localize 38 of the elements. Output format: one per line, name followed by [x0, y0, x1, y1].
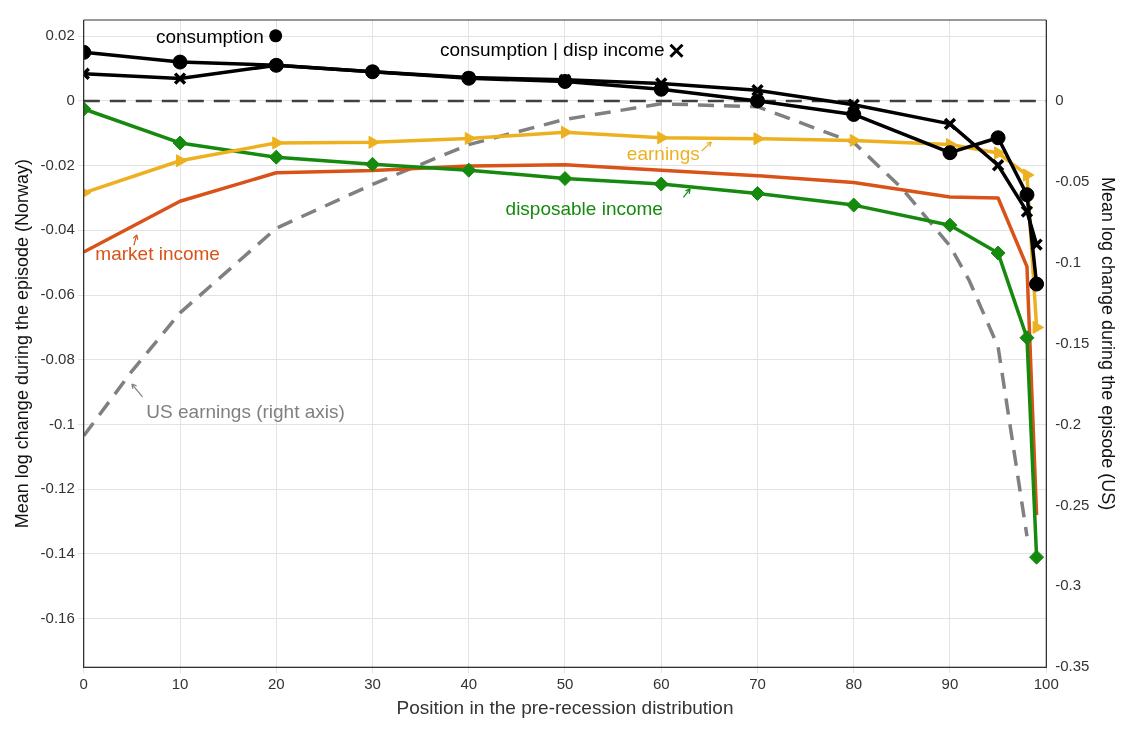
y2-tick-label: -0.05 [1055, 171, 1090, 189]
x-tick-label: 90 [941, 675, 959, 693]
x-tick-label: 80 [845, 675, 863, 693]
y-tick-label: -0.04 [40, 220, 75, 238]
x-tick-label: 30 [364, 675, 381, 693]
x-tick-label: 100 [1033, 675, 1059, 693]
y-tick-label: -0.1 [48, 414, 75, 432]
x-tick-label: 70 [749, 675, 766, 693]
y2-tick-label: -0.15 [1055, 333, 1090, 351]
legend-label: consumption | disp income [439, 38, 665, 60]
y2-tick-label: -0.2 [1055, 414, 1082, 432]
series-label: market income [95, 242, 220, 264]
y-tick-label: -0.14 [40, 544, 75, 562]
y2-tick-label: 0 [1055, 91, 1064, 109]
y-tick-label: 0.02 [45, 26, 75, 44]
series-label: disposable income [505, 197, 663, 219]
y2-tick-label: -0.35 [1055, 657, 1090, 675]
y-tick-label: 0 [66, 91, 75, 109]
y-tick-label: -0.08 [40, 349, 75, 367]
y-tick-label: -0.16 [40, 608, 75, 626]
x-tick-label: 60 [652, 675, 670, 693]
x-axis-title: Position in the pre-recession distribution [396, 696, 734, 718]
y2-axis-title: Mean log change during the episode (US) [1098, 176, 1119, 511]
y-tick-label: -0.06 [40, 285, 75, 303]
x-tick-label: 20 [267, 675, 285, 693]
y2-tick-label: -0.1 [1055, 252, 1082, 270]
legend-label: earnings [626, 142, 700, 164]
y2-tick-label: -0.3 [1055, 576, 1082, 594]
y-tick-label: -0.02 [40, 155, 75, 173]
y-tick-label: -0.12 [40, 479, 75, 497]
y2-tick-label: -0.25 [1055, 495, 1090, 513]
x-tick-label: 50 [556, 675, 574, 693]
y-axis-title: Mean log change during the episode (Norway) [11, 158, 32, 529]
x-tick-label: 10 [171, 675, 189, 693]
x-tick-label: 0 [79, 675, 88, 693]
x-tick-label: 40 [460, 675, 478, 693]
legend-label: consumption [155, 26, 264, 48]
series-label: US earnings (right axis) [146, 401, 345, 423]
